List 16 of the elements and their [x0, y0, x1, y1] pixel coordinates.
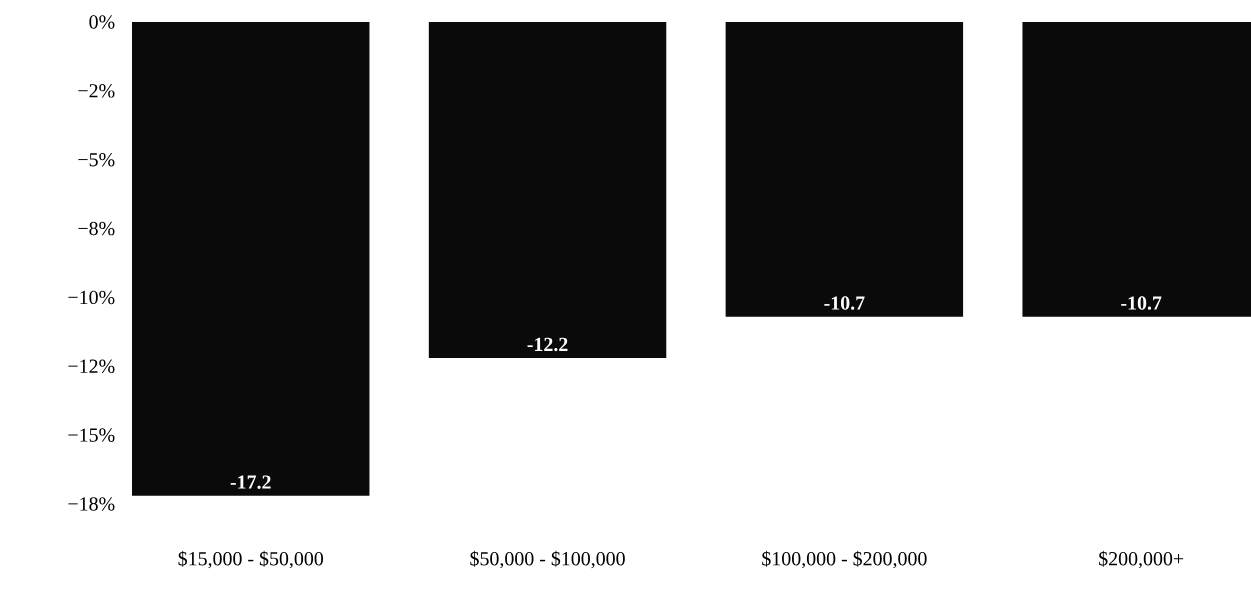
x-tick-label: $50,000 - $100,000 — [470, 550, 625, 569]
data-label: -10.7 — [1121, 296, 1162, 310]
x-tick-label: $200,000+ — [1099, 550, 1184, 569]
y-tick-label: −10% — [68, 290, 115, 305]
data-label: -12.2 — [527, 337, 568, 352]
y-tick-label: −5% — [78, 152, 115, 167]
data-label: -17.2 — [230, 475, 271, 489]
y-tick-label: −12% — [68, 359, 115, 374]
data-label: -10.7 — [824, 296, 865, 310]
y-tick-label: −8% — [78, 221, 115, 236]
y-tick-label: 0% — [89, 15, 115, 29]
y-tick-label: −15% — [68, 428, 115, 442]
x-tick-label: $15,000 - $50,000 — [178, 550, 324, 569]
y-tick-label: −2% — [78, 84, 115, 98]
y-tick-label: −18% — [68, 497, 115, 511]
x-tick-label: $100,000 - $200,000 — [762, 550, 927, 569]
